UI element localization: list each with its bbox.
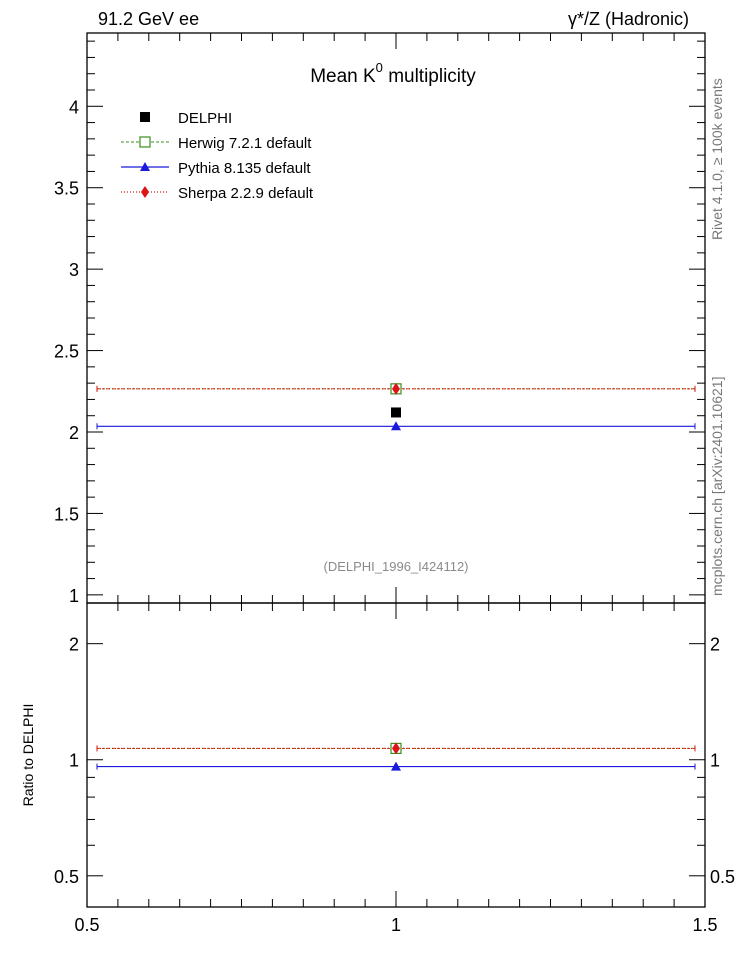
mcplots-source-label: mcplots.cern.ch [arXiv:2401.10621] <box>709 377 725 596</box>
rivet-version-label: Rivet 4.1.0, ≥ 100k events <box>709 78 725 240</box>
y-tick-label: 4 <box>69 97 79 117</box>
x-tick-label: 0.5 <box>74 915 99 935</box>
header-right-label: γ*/Z (Hadronic) <box>567 9 689 29</box>
x-tick-label: 1.5 <box>692 915 717 935</box>
data-point-sherpa <box>392 382 400 395</box>
ratio-plot-frame <box>86 602 706 908</box>
ratio-y-tick-label-right: 1 <box>710 751 720 771</box>
y-tick-label: 1.5 <box>54 504 79 524</box>
x-tick-label: 1 <box>391 915 401 935</box>
ratio-y-tick-label-left: 1 <box>69 751 79 771</box>
y-tick-label: 2.5 <box>54 342 79 362</box>
data-point-pythia <box>391 421 401 431</box>
ratio-y-tick-label-left: 0.5 <box>54 867 79 887</box>
legend: DELPHI Herwig 7.2.1 default Pythia 8.135… <box>121 110 314 202</box>
y-tick-label: 3 <box>69 260 79 280</box>
y-tick-label: 2 <box>69 423 79 443</box>
legend-marker-sherpa <box>141 186 149 198</box>
header-left-label: 91.2 GeV ee <box>98 9 200 29</box>
legend-marker-herwig <box>139 136 151 148</box>
legend-label-pythia: Pythia 8.135 default <box>178 160 311 177</box>
ratio-y-tick-label-right: 0.5 <box>710 867 735 887</box>
ratio-y-tick-label-right: 2 <box>710 635 720 655</box>
y-tick-label: 1 <box>69 586 79 606</box>
ratio-point-sherpa <box>392 742 400 755</box>
legend-label-delphi: DELPHI <box>178 110 232 127</box>
legend-marker-pythia <box>140 162 150 171</box>
legend-label-herwig: Herwig 7.2.1 default <box>178 135 312 152</box>
legend-label-sherpa: Sherpa 2.2.9 default <box>178 185 314 202</box>
y-tick-label: 3.5 <box>54 179 79 199</box>
ratio-point-pythia <box>391 761 401 771</box>
ratio-y-tick-label-left: 2 <box>69 635 79 655</box>
chart-title: Mean K0 multiplicity <box>310 60 476 87</box>
analysis-watermark: (DELPHI_1996_I424112) <box>323 559 468 574</box>
data-point-data <box>391 407 401 418</box>
ratio-axis-label: Ratio to DELPHI <box>20 704 36 807</box>
legend-marker-delphi <box>140 112 150 122</box>
